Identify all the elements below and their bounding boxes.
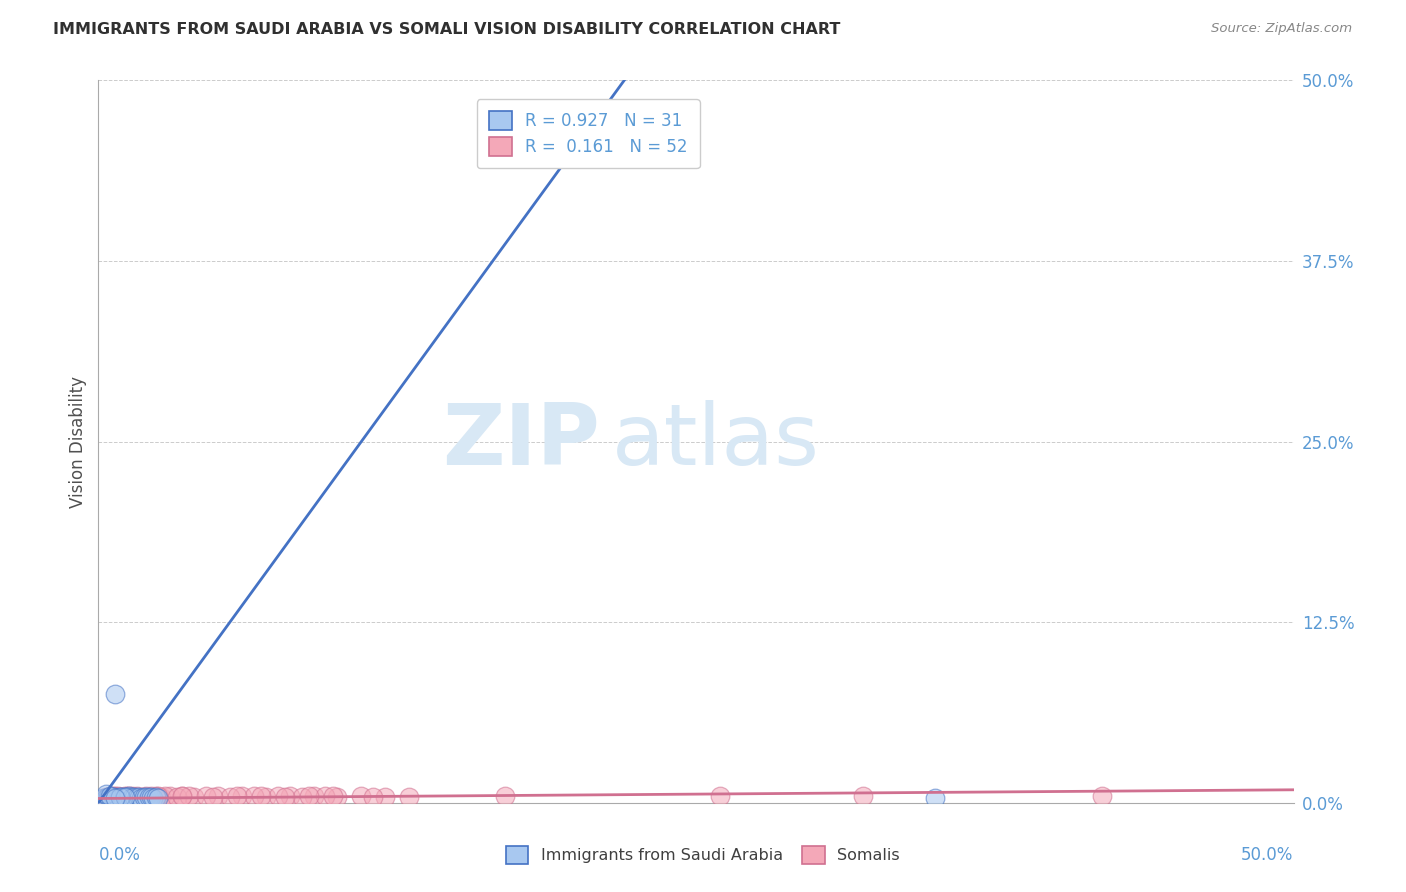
- Text: Source: ZipAtlas.com: Source: ZipAtlas.com: [1212, 22, 1353, 36]
- Point: [291, 790, 314, 805]
- Point: [114, 789, 136, 803]
- Point: [108, 790, 131, 805]
- Point: [139, 789, 162, 803]
- Point: [231, 789, 253, 803]
- Y-axis label: Vision Disability: Vision Disability: [69, 376, 87, 508]
- Point: [98, 789, 122, 803]
- Text: 50.0%: 50.0%: [1241, 847, 1294, 864]
- Point: [135, 790, 157, 805]
- Point: [107, 789, 129, 803]
- Legend: Immigrants from Saudi Arabia, Somalis: Immigrants from Saudi Arabia, Somalis: [499, 839, 907, 871]
- Point: [1091, 789, 1114, 803]
- Point: [94, 790, 117, 805]
- Point: [172, 789, 194, 803]
- Text: atlas: atlas: [613, 400, 820, 483]
- Point: [108, 790, 131, 805]
- Point: [128, 790, 150, 805]
- Point: [104, 791, 127, 805]
- Point: [125, 790, 148, 805]
- Point: [111, 790, 134, 805]
- Point: [91, 791, 114, 805]
- Point: [250, 789, 273, 803]
- Point: [124, 790, 146, 805]
- Point: [202, 790, 225, 805]
- Point: [125, 789, 148, 803]
- Point: [118, 789, 141, 803]
- Point: [101, 789, 124, 803]
- Point: [138, 790, 160, 805]
- Point: [101, 790, 124, 805]
- Point: [219, 790, 242, 805]
- Point: [121, 790, 143, 805]
- Point: [139, 790, 162, 805]
- Point: [131, 791, 153, 805]
- Point: [315, 789, 337, 803]
- Point: [108, 790, 131, 805]
- Point: [302, 789, 325, 803]
- Point: [226, 789, 249, 803]
- Text: ZIP: ZIP: [443, 400, 600, 483]
- Point: [852, 789, 875, 803]
- Point: [145, 790, 167, 805]
- Point: [104, 789, 127, 803]
- Point: [98, 789, 122, 803]
- Point: [924, 791, 946, 805]
- Point: [135, 789, 157, 803]
- Point: [155, 789, 177, 803]
- Point: [94, 791, 117, 805]
- Point: [183, 790, 205, 805]
- Point: [326, 790, 349, 805]
- Point: [124, 790, 146, 805]
- Point: [207, 789, 229, 803]
- Point: [243, 789, 266, 803]
- Point: [121, 789, 143, 803]
- Point: [274, 790, 297, 805]
- Point: [166, 790, 188, 805]
- Point: [107, 791, 129, 805]
- Point: [398, 790, 420, 805]
- Point: [363, 790, 385, 805]
- Point: [494, 789, 516, 803]
- Point: [149, 790, 172, 805]
- Point: [132, 790, 155, 805]
- Point: [148, 789, 170, 803]
- Point: [267, 789, 290, 803]
- Point: [159, 789, 181, 803]
- Point: [115, 789, 138, 803]
- Text: IMMIGRANTS FROM SAUDI ARABIA VS SOMALI VISION DISABILITY CORRELATION CHART: IMMIGRANTS FROM SAUDI ARABIA VS SOMALI V…: [53, 22, 841, 37]
- Point: [172, 789, 194, 803]
- Point: [131, 790, 153, 805]
- Point: [254, 790, 277, 805]
- Point: [114, 790, 136, 805]
- Text: 0.0%: 0.0%: [98, 847, 141, 864]
- Point: [104, 790, 127, 805]
- Point: [278, 789, 301, 803]
- Point: [118, 789, 141, 803]
- Point: [142, 791, 165, 805]
- Point: [179, 789, 201, 803]
- Point: [322, 789, 344, 803]
- Point: [132, 790, 155, 805]
- Point: [98, 791, 122, 805]
- Legend: R = 0.927   N = 31, R =  0.161   N = 52: R = 0.927 N = 31, R = 0.161 N = 52: [477, 99, 700, 168]
- Point: [709, 789, 731, 803]
- Point: [298, 789, 321, 803]
- Point: [94, 787, 117, 801]
- Point: [148, 791, 170, 805]
- Point: [97, 790, 120, 805]
- Point: [114, 790, 136, 805]
- Point: [104, 687, 127, 701]
- Point: [195, 789, 218, 803]
- Point: [145, 789, 167, 803]
- Point: [350, 789, 373, 803]
- Point: [374, 790, 396, 805]
- Point: [115, 790, 138, 805]
